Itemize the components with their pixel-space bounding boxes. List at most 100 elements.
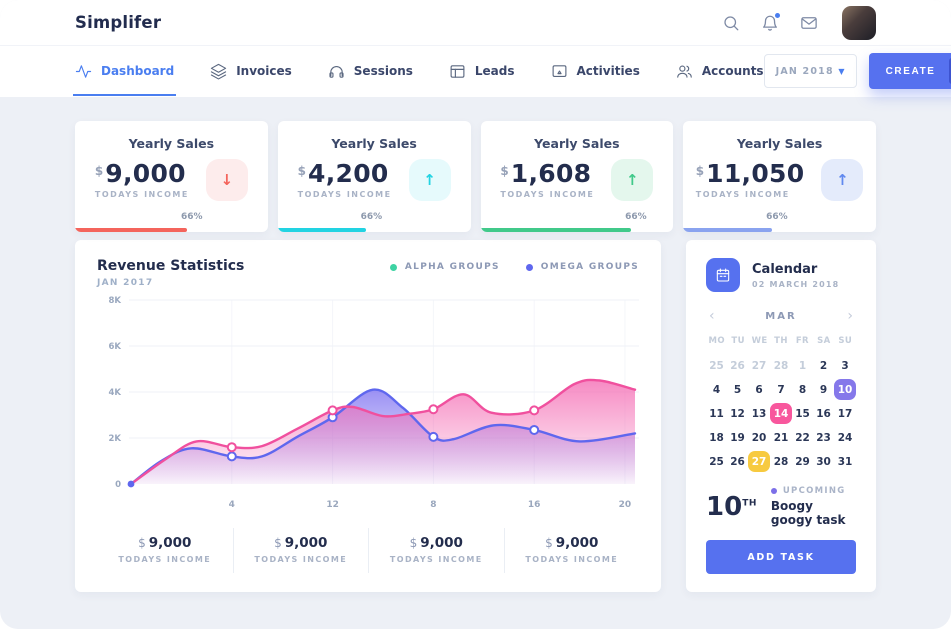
weekday-row: MO TU WE TH FR SA SU — [706, 336, 856, 346]
tab-sessions[interactable]: Sessions — [328, 46, 413, 96]
month-nav: ‹ MAR › — [706, 309, 856, 323]
tab-leads[interactable]: Leads — [449, 46, 515, 96]
trend-up-icon: ↑ — [821, 159, 864, 201]
trend-down-icon: ↓ — [205, 159, 248, 201]
calendar-day-number: 26 — [730, 455, 745, 468]
calendar-day[interactable]: 24 — [834, 427, 856, 448]
stat-amount-line: $9,000 — [95, 159, 189, 189]
calendar-day[interactable]: 21 — [770, 427, 792, 448]
mail-icon[interactable] — [799, 13, 819, 33]
chart-canvas: 8K 6K 4K 2K 0 4 12 8 16 20 — [108, 296, 639, 510]
calendar-day[interactable]: 7 — [770, 379, 792, 400]
svg-text:0: 0 — [115, 480, 121, 490]
tab-dashboard[interactable]: Dashboard — [72, 46, 177, 96]
navbar-right: JAN 2018 ▼ CREATE + — [763, 53, 951, 89]
income-summary-row: $9,000 TODAYS INCOME $9,000 TODAYS INCOME $9… — [97, 528, 639, 573]
topbar-actions — [721, 5, 876, 40]
calendar-day[interactable]: 12 — [727, 403, 748, 424]
bell-icon[interactable] — [760, 12, 780, 33]
calendar-day[interactable]: 14 — [770, 403, 792, 424]
income-item: $9,000 TODAYS INCOME — [368, 528, 504, 573]
calendar-day[interactable]: 26 — [727, 451, 748, 472]
calendar-day-number: 27 — [748, 451, 770, 472]
create-button[interactable]: CREATE + — [868, 53, 951, 89]
income-item: $9,000 TODAYS INCOME — [232, 528, 369, 573]
app-logo: Simplifer — [75, 13, 162, 32]
search-icon[interactable] — [721, 13, 741, 33]
svg-text:8K: 8K — [108, 296, 121, 306]
calendar-day[interactable]: 6 — [748, 379, 770, 400]
table-icon — [449, 63, 466, 80]
currency-symbol: $ — [409, 536, 418, 550]
calendar-card: Calendar 02 MARCH 2018 ‹ MAR › MO TU WE TH F… — [686, 240, 876, 592]
weekday-label: TU — [731, 336, 745, 346]
user-avatar[interactable] — [842, 5, 876, 40]
calendar-grid: 25 26 27 28 1 2 3 4 5 6 7 8 9 10 11 12 13 14 15 16 17 18 19 20 2… — [706, 355, 856, 472]
income-amount: $9,000 — [409, 535, 463, 551]
stat-amount: 9,000 — [105, 159, 186, 189]
calendar-day-number: 30 — [816, 455, 831, 468]
calendar-day-number: 21 — [773, 431, 789, 444]
next-month-button[interactable]: › — [847, 308, 853, 324]
calendar-day[interactable]: 3 — [834, 355, 856, 376]
calendar-day[interactable]: 22 — [792, 427, 813, 448]
stat-percent: 66% — [181, 212, 203, 222]
calendar-day[interactable]: 16 — [813, 403, 834, 424]
currency-symbol: $ — [274, 536, 282, 550]
calendar-day[interactable]: 25 — [706, 451, 727, 472]
calendar-day-number: 22 — [795, 431, 810, 444]
calendar-day[interactable]: 4 — [706, 379, 727, 400]
calendar-day-number: 16 — [816, 407, 831, 420]
trend-up-icon: ↑ — [611, 159, 654, 201]
calendar-day[interactable]: 8 — [792, 379, 813, 400]
calendar-day[interactable]: 19 — [727, 427, 748, 448]
calendar-day[interactable]: 11 — [706, 403, 727, 424]
calendar-day[interactable]: 29 — [792, 451, 813, 472]
prev-month-button[interactable]: ‹ — [709, 308, 715, 324]
income-label: TODAYS INCOME — [254, 555, 348, 564]
calendar-day[interactable]: 26 — [727, 355, 748, 376]
calendar-day-number: 25 — [709, 455, 724, 468]
calendar-day[interactable]: 20 — [748, 427, 770, 448]
calendar-day[interactable]: 31 — [834, 451, 856, 472]
calendar-day[interactable]: 18 — [706, 427, 727, 448]
stat-amount-line: $11,050 — [696, 161, 805, 188]
tab-accounts[interactable]: Accounts — [676, 46, 764, 96]
headphones-icon — [328, 63, 345, 80]
calendar-day[interactable]: 13 — [748, 403, 770, 424]
svg-text:12: 12 — [326, 500, 339, 510]
calendar-day[interactable]: 5 — [727, 379, 748, 400]
calendar-day[interactable]: 23 — [813, 427, 834, 448]
upcoming-details: UPCOMING Boogy googy task — [770, 486, 856, 527]
calendar-day[interactable]: 1 — [792, 355, 813, 376]
add-task-button[interactable]: ADD TASK — [706, 540, 856, 574]
legend-item: OMEGA GROUPS — [525, 262, 639, 272]
calendar-day[interactable]: 27 — [748, 355, 770, 376]
upcoming-badge: UPCOMING — [770, 486, 856, 496]
topbar: Simplifer — [0, 0, 951, 46]
currency-symbol: $ — [297, 164, 307, 179]
calendar-day-number: 28 — [773, 455, 789, 468]
calendar-day[interactable]: 15 — [792, 403, 813, 424]
stat-amount-block: $4,200 TODAYS INCOME — [297, 161, 392, 199]
period-select[interactable]: JAN 2018 ▼ — [763, 54, 857, 88]
calendar-day-number: 23 — [816, 431, 831, 444]
calendar-day[interactable]: 28 — [770, 355, 792, 376]
calendar-day[interactable]: 9 — [813, 379, 834, 400]
calendar-day[interactable]: 27 — [748, 451, 770, 472]
yearly-sales-card: Yearly Sales $1,608 TODAYS INCOME ↑ 66% — [480, 121, 674, 232]
tab-invoices[interactable]: Invoices — [210, 46, 292, 96]
calendar-day[interactable]: 2 — [813, 355, 834, 376]
calendar-day-number: 13 — [751, 407, 767, 420]
svg-text:4: 4 — [229, 500, 235, 510]
calendar-day[interactable]: 30 — [813, 451, 834, 472]
tab-activities[interactable]: Activities — [551, 46, 640, 96]
income-amount: $9,000 — [138, 535, 192, 551]
calendar-day[interactable]: 10 — [834, 379, 856, 400]
calendar-day[interactable]: 25 — [706, 355, 727, 376]
stat-card-label: TODAYS INCOME — [695, 189, 790, 199]
calendar-day[interactable]: 28 — [770, 451, 792, 472]
calendar-day[interactable]: 17 — [834, 403, 856, 424]
calendar-day-number: 5 — [733, 383, 742, 396]
stats-row: Yearly Sales $9,000 TODAYS INCOME ↓ 66% Yearl… — [75, 121, 876, 232]
